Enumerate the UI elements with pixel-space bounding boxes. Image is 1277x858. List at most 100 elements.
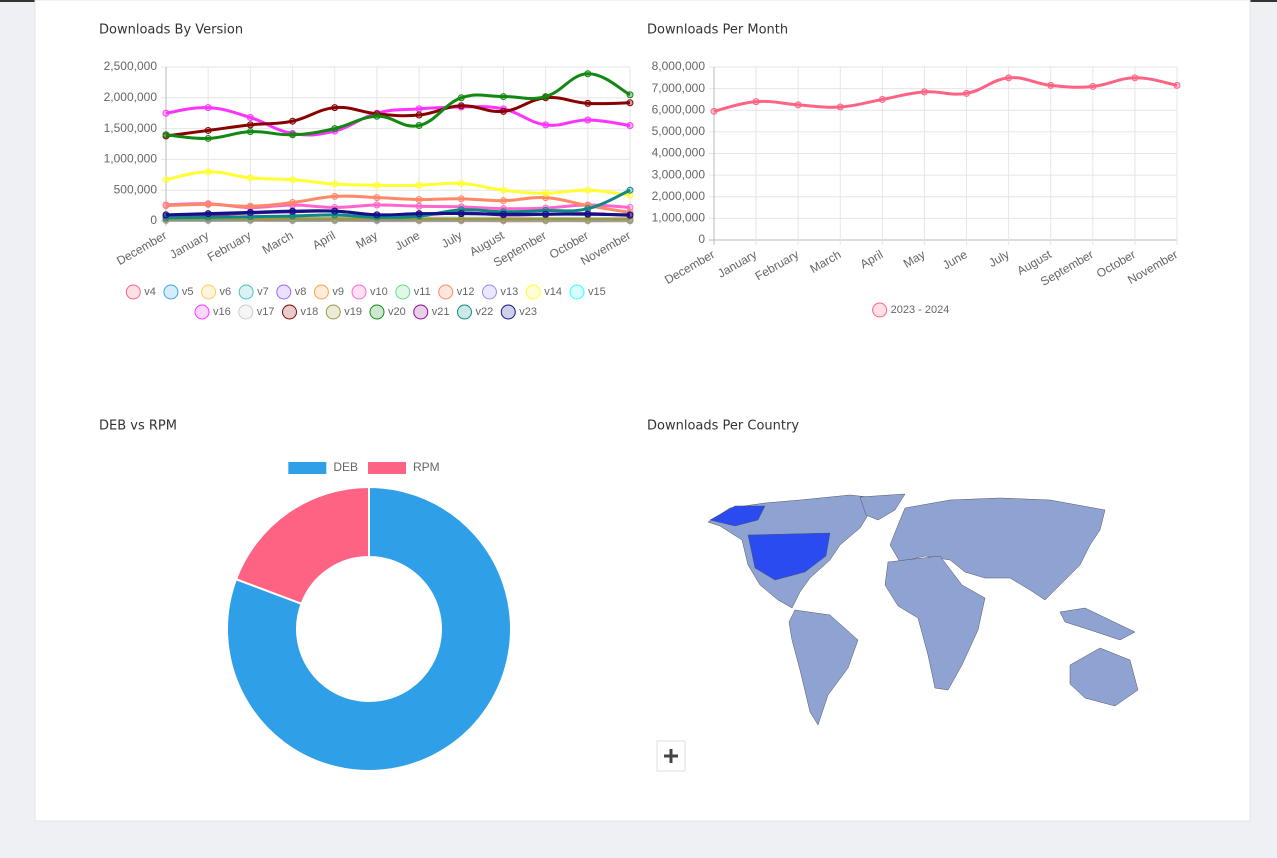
- y-tick-label: 4,000,000: [652, 146, 706, 160]
- point: [542, 215, 550, 223]
- legend-marker: [194, 304, 210, 320]
- point: [246, 208, 254, 216]
- legend-label: v18: [301, 306, 319, 318]
- legend-item: v20: [369, 304, 406, 320]
- point: [499, 93, 507, 101]
- point: [162, 109, 170, 117]
- point: [878, 95, 886, 103]
- land: [1069, 647, 1139, 707]
- legend-item: v14: [525, 284, 562, 300]
- legend-label: v13: [500, 286, 518, 298]
- legend-label: v9: [332, 286, 344, 298]
- point: [457, 179, 465, 187]
- line: [165, 194, 631, 214]
- point: [331, 104, 339, 112]
- point: [204, 134, 212, 142]
- legend-label: v5: [182, 286, 194, 298]
- legend-item: v5: [163, 284, 194, 300]
- point: [204, 126, 212, 134]
- point: [626, 203, 634, 211]
- point: [626, 186, 634, 194]
- point: [415, 111, 423, 119]
- legend-marker: [413, 304, 429, 320]
- point: [204, 210, 212, 218]
- point: [542, 121, 550, 129]
- legend-item: RPM: [368, 460, 440, 474]
- point: [1173, 81, 1181, 89]
- legend-marker: [872, 302, 888, 318]
- point: [1047, 81, 1055, 89]
- point: [499, 186, 507, 194]
- point: [920, 88, 928, 96]
- legend-item: v9: [313, 284, 344, 300]
- land-highlight: [747, 532, 831, 581]
- legend-item: v6: [201, 284, 231, 300]
- legend-item: v11: [395, 284, 431, 300]
- legend-marker: [282, 304, 297, 320]
- legend-item: v17: [238, 304, 275, 320]
- point: [373, 194, 381, 202]
- land: [859, 493, 906, 521]
- land: [788, 609, 859, 726]
- y-tick-label: 5,000,000: [652, 124, 706, 138]
- y-tick-label: 6,000,000: [652, 102, 706, 116]
- legend-item: v18: [282, 304, 319, 320]
- legend-item: v12: [438, 284, 474, 300]
- point: [457, 94, 465, 102]
- line: [165, 209, 631, 217]
- point: [246, 114, 254, 122]
- legend-marker: [163, 284, 179, 300]
- point: [584, 186, 592, 194]
- line: [713, 76, 1178, 113]
- legend-label: DEB: [333, 460, 358, 474]
- legend-marker: [238, 284, 254, 300]
- point: [457, 210, 465, 218]
- point: [499, 107, 507, 115]
- chart-title: DEB vs RPM: [99, 419, 177, 434]
- legend-marker: [238, 304, 254, 320]
- point: [373, 181, 381, 189]
- legend-item: v23: [500, 304, 537, 320]
- chart-title: Downloads By Version: [99, 23, 243, 38]
- legend-marker: [325, 304, 341, 320]
- point: [331, 207, 339, 215]
- point: [246, 128, 254, 136]
- point: [626, 211, 634, 219]
- legend-label: v17: [257, 306, 275, 318]
- legend-label: 2023 - 2024: [891, 304, 950, 316]
- point: [626, 191, 634, 199]
- point: [626, 99, 634, 107]
- point: [1089, 82, 1097, 90]
- y-tick-label: 0: [150, 213, 157, 227]
- point: [331, 180, 339, 188]
- y-tick-label: 500,000: [114, 182, 158, 196]
- y-tick-label: 3,000,000: [652, 167, 706, 181]
- point: [584, 99, 592, 107]
- point: [415, 202, 423, 210]
- point: [246, 121, 254, 129]
- legend-marker: [351, 284, 367, 300]
- legend-label: v19: [344, 306, 362, 318]
- legend-marker: [313, 284, 329, 300]
- point: [331, 192, 339, 200]
- y-tick-label: 2,000,000: [652, 189, 706, 203]
- legend-marker: [438, 284, 454, 300]
- point: [542, 189, 550, 197]
- point: [289, 131, 297, 139]
- point: [542, 210, 550, 218]
- point: [584, 116, 592, 124]
- legend-item: v4: [125, 284, 156, 300]
- point: [457, 195, 465, 203]
- legend-item: v21: [413, 304, 450, 320]
- legend-marker: [525, 284, 541, 300]
- y-tick-label: 7,000,000: [652, 81, 706, 95]
- zoom-button[interactable]: [656, 740, 686, 772]
- legend-item: DEB: [288, 460, 358, 474]
- legend-label: v4: [144, 286, 156, 298]
- point: [626, 91, 634, 99]
- line: [165, 188, 631, 220]
- legend-item: v22: [457, 304, 493, 320]
- legend-item: v16: [194, 304, 231, 320]
- point: [204, 200, 212, 208]
